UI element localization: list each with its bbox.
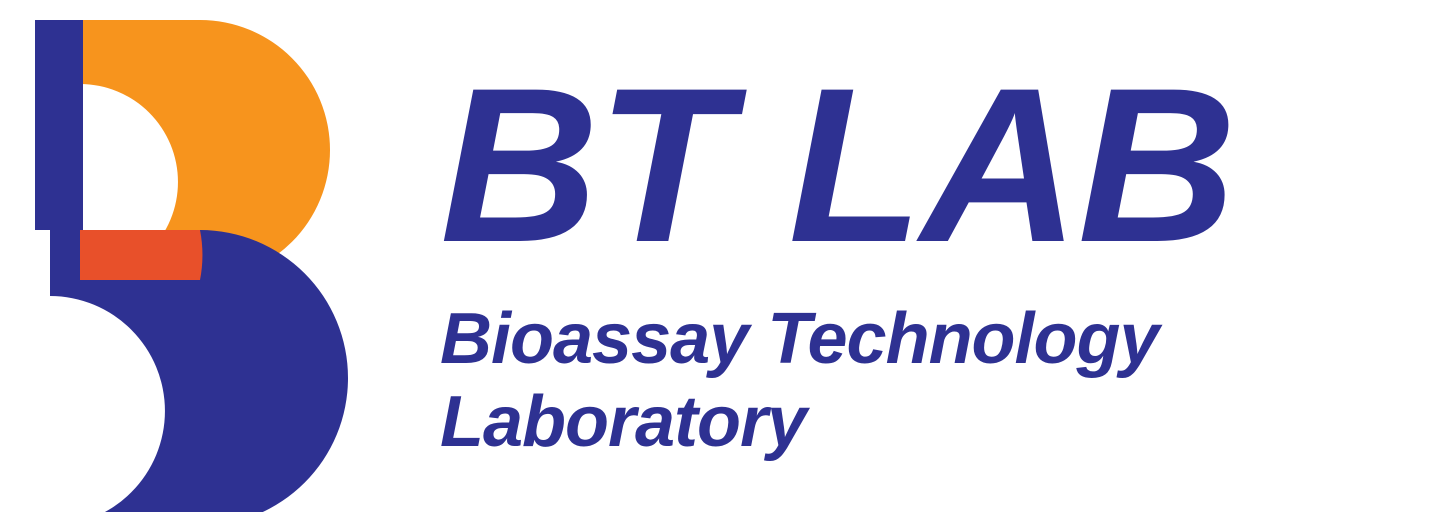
brand-subtitle: Bioassay Technology Laboratory: [440, 298, 1235, 464]
brand-title: BT LAB: [440, 61, 1235, 270]
logo-text-block: BT LAB Bioassay Technology Laboratory: [440, 61, 1235, 464]
logo-mark: [20, 12, 380, 512]
logo-container: BT LAB Bioassay Technology Laboratory: [0, 0, 1445, 524]
logo-b-icon: [20, 12, 380, 512]
